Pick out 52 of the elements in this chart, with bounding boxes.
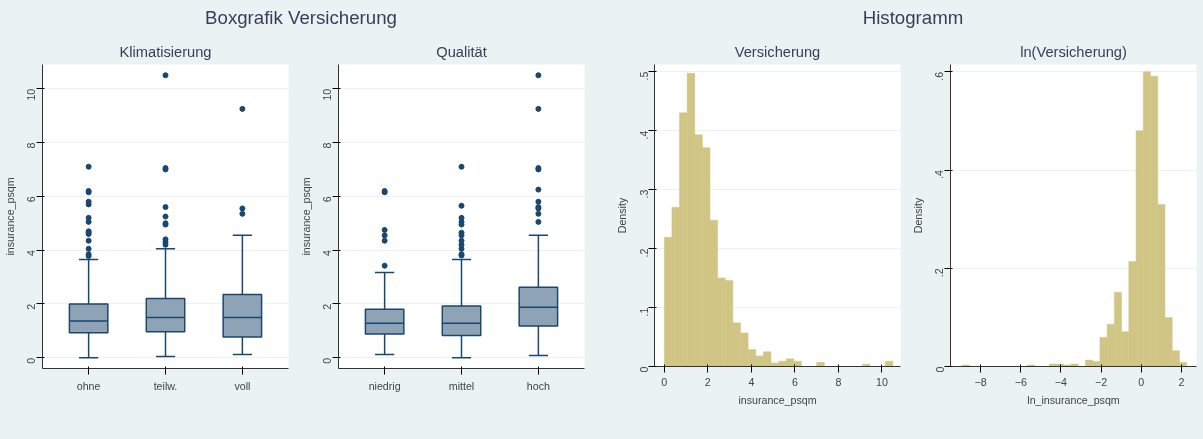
y-tick-label: .2	[637, 248, 650, 258]
x-tick-label: −8	[974, 375, 987, 388]
y-tick-label: .1	[637, 307, 650, 317]
y-tick-label: 0	[25, 357, 38, 364]
x-tick-label: voll	[234, 379, 251, 392]
x-tick-label: −4	[1054, 375, 1068, 388]
x-tick-label: 2	[1178, 375, 1185, 388]
x-tick-label: niedrig	[368, 379, 401, 392]
y-tick-label: 10	[25, 88, 38, 101]
y-tick-label: 8	[25, 142, 38, 149]
y-tick-label: 6	[321, 196, 334, 203]
x-axis-title: insurance_psqm	[738, 393, 817, 406]
y-tick-label: .4	[933, 170, 946, 179]
y-axis-title: insurance_psqm	[299, 177, 312, 256]
x-tick-label: 6	[791, 375, 798, 388]
y-tick-label: .6	[933, 71, 946, 81]
y-tick-label: 2	[25, 303, 38, 310]
x-tick-label: ohne	[76, 379, 101, 392]
y-tick-label: 4	[25, 250, 38, 257]
x-tick-label: −6	[1014, 375, 1027, 388]
y-tick-label: .4	[637, 130, 650, 140]
y-tick-label: 0	[321, 357, 334, 364]
chart-subtitle: Versicherung	[734, 43, 821, 60]
x-tick-label: 10	[876, 375, 888, 388]
x-tick-label: teilw.	[153, 379, 178, 392]
x-tick-label: 0	[1138, 375, 1145, 388]
y-tick-label: 8	[321, 142, 334, 149]
y-tick-label: 2	[321, 303, 334, 310]
x-axis-title: ln_insurance_psqm	[1027, 393, 1120, 406]
x-tick-label: 4	[748, 375, 755, 388]
y-tick-label: 6	[25, 196, 38, 203]
y-axis-title: insurance_psqm	[3, 177, 16, 256]
x-tick-label: 2	[704, 375, 711, 388]
x-tick-label: −2	[1095, 375, 1108, 388]
y-tick-label: 4	[321, 250, 334, 257]
x-tick-label: 0	[661, 375, 668, 388]
chart-subtitle: ln(Versicherung)	[1020, 43, 1127, 60]
chart-title: Boxgrafik Versicherung	[205, 6, 397, 30]
y-tick-label: .5	[637, 71, 650, 81]
y-axis-title: Density	[911, 197, 924, 234]
y-tick-label: .3	[637, 189, 650, 199]
x-tick-label: 8	[835, 375, 842, 388]
x-tick-label: hoch	[526, 379, 550, 392]
y-tick-label: 10	[321, 88, 334, 101]
x-tick-label: mittel	[448, 379, 475, 392]
chart-subtitle: Klimatisierung	[119, 43, 212, 60]
chart-subtitle: Qualität	[436, 43, 487, 60]
y-tick-label: 0	[933, 366, 946, 373]
y-tick-label: .2	[933, 268, 946, 278]
chart-title: Histogramm	[862, 6, 964, 30]
y-tick-label: 0	[637, 366, 650, 373]
y-axis-title: Density	[615, 197, 628, 234]
